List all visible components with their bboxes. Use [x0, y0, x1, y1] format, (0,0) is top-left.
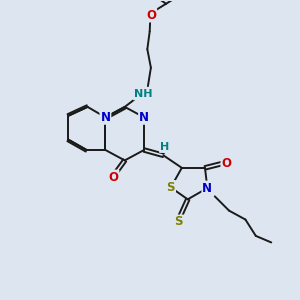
Text: S: S	[167, 181, 175, 194]
Text: O: O	[221, 157, 231, 170]
Text: S: S	[175, 215, 183, 228]
Text: H: H	[160, 142, 169, 152]
Text: N: N	[139, 111, 149, 124]
Text: N: N	[100, 111, 110, 124]
Text: NH: NH	[134, 89, 152, 99]
Text: O: O	[108, 170, 118, 184]
Text: O: O	[146, 9, 156, 22]
Text: N: N	[202, 182, 212, 194]
